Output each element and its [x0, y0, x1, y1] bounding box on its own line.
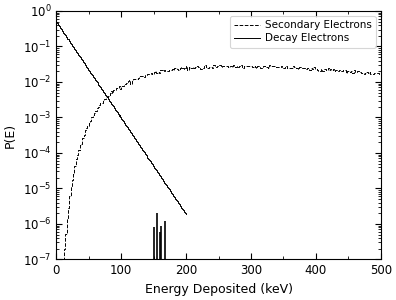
Secondary Electrons [366, 71, 371, 74]
Secondary Electrons [185, 65, 189, 68]
Decay Electrons [96, 83, 101, 86]
Decay Electrons [105, 96, 110, 100]
X-axis label: Energy Deposited (keV): Energy Deposited (keV) [145, 283, 293, 296]
Decay Electrons [184, 212, 188, 216]
Secondary Electrons [279, 64, 284, 68]
Decay Electrons [148, 160, 153, 163]
Decay Electrons [148, 159, 152, 163]
Secondary Electrons [108, 92, 112, 95]
Y-axis label: P(E): P(E) [4, 123, 17, 148]
Secondary Electrons [242, 66, 246, 70]
Legend: Secondary Electrons, Decay Electrons: Secondary Electrons, Decay Electrons [230, 16, 375, 48]
Secondary Electrons [378, 72, 383, 76]
Secondary Electrons [188, 66, 193, 70]
Decay Electrons [135, 141, 140, 145]
Secondary Electrons [55, 293, 59, 297]
Decay Electrons [54, 20, 59, 23]
Decay Electrons [70, 43, 74, 47]
Line: Secondary Electrons: Secondary Electrons [57, 65, 380, 295]
Secondary Electrons [267, 63, 272, 67]
Line: Decay Electrons: Decay Electrons [57, 22, 186, 214]
